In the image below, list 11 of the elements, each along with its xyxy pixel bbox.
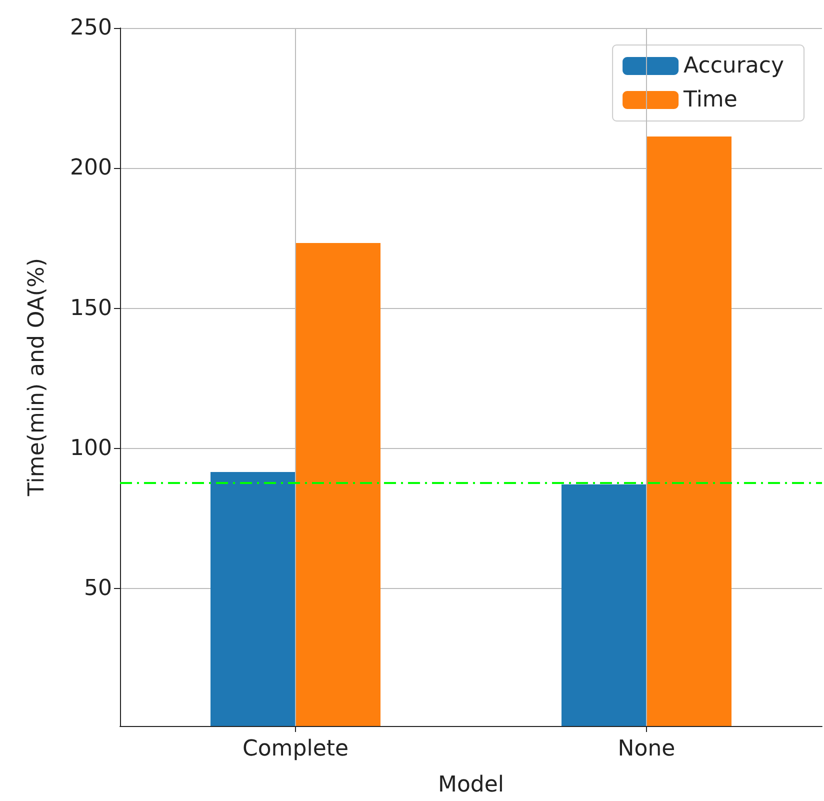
y-tick-label: 50 — [84, 576, 112, 602]
y-tick-label: 200 — [70, 156, 112, 181]
y-axis-title: Time(min) and OA(%) — [24, 258, 50, 497]
y-tick-label: 250 — [70, 16, 112, 40]
x-tick-label: Complete — [242, 736, 349, 762]
legend-label: Accuracy — [684, 54, 784, 78]
x-axis-title: Model — [438, 772, 504, 798]
y-tick-label: 100 — [70, 436, 112, 461]
y-tick-label: 150 — [70, 296, 112, 321]
legend-label: Time — [682, 88, 738, 112]
x-tick-label: None — [618, 736, 676, 762]
